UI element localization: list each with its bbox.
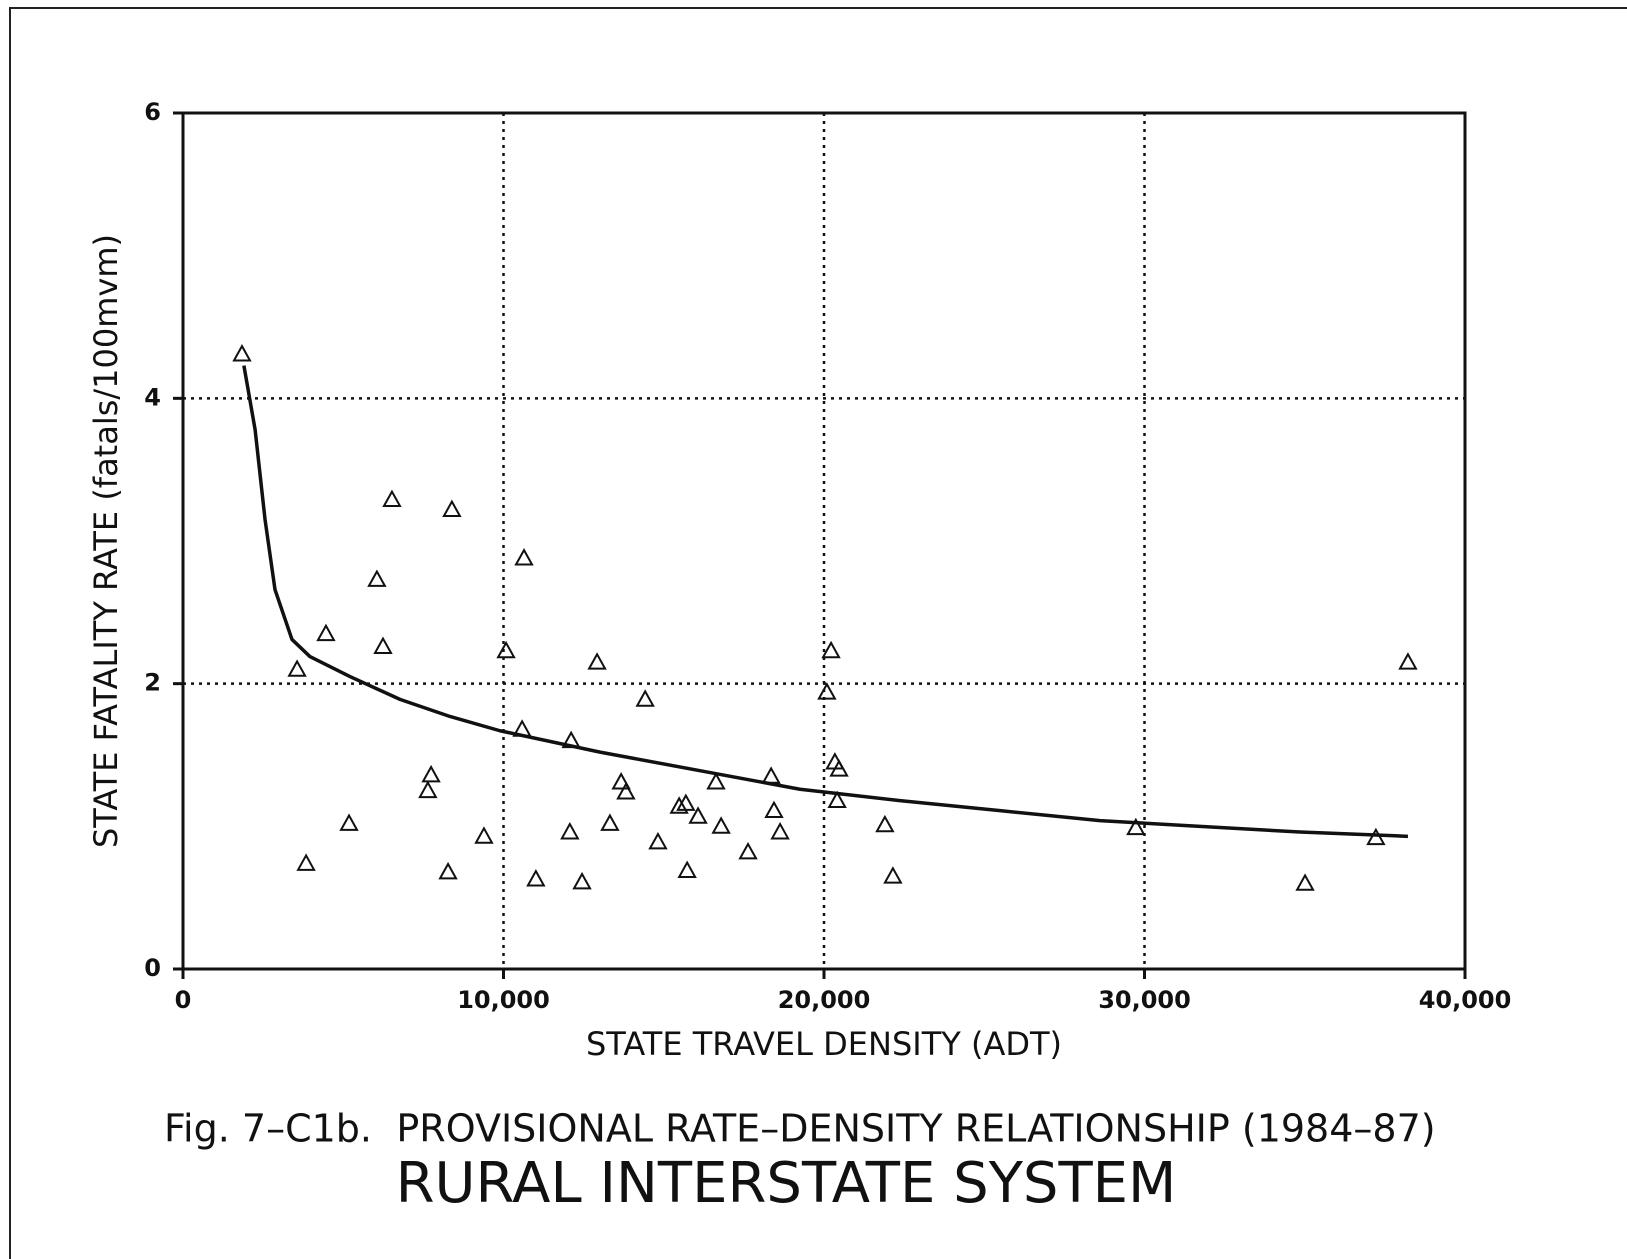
data-point	[761, 766, 781, 784]
data-point	[875, 814, 895, 833]
data-point	[817, 682, 837, 700]
x-axis-label: STATE TRAVEL DENSITY (ADT)	[586, 1025, 1062, 1063]
data-point	[883, 866, 903, 884]
y-tick-label: 6	[144, 98, 161, 126]
data-point	[232, 344, 252, 362]
data-point	[738, 841, 758, 860]
data-point	[474, 826, 494, 844]
data-point	[669, 796, 689, 814]
data-point	[418, 780, 438, 799]
data-point	[287, 659, 307, 677]
y-axis-label: STATE FATALITY RATE (fatals/100mvm)	[87, 234, 125, 848]
data-point	[514, 548, 534, 566]
data-point	[611, 772, 631, 790]
x-tick-label: 30,000	[1098, 986, 1191, 1014]
y-tick-label: 2	[144, 669, 161, 697]
data-point	[373, 636, 393, 654]
data-point	[706, 772, 726, 790]
data-point	[677, 860, 697, 878]
data-point	[688, 806, 708, 824]
data-point	[572, 871, 592, 890]
data-point	[764, 800, 784, 819]
y-tick-label: 4	[144, 383, 161, 411]
data-point	[587, 652, 607, 670]
data-point	[1126, 817, 1146, 836]
data-point	[296, 853, 316, 871]
data-point	[827, 790, 847, 809]
data-point	[316, 623, 336, 642]
y-tick-label: 0	[144, 954, 161, 982]
fit-curve	[242, 365, 1409, 839]
data-point	[1398, 652, 1418, 670]
data-point	[438, 861, 458, 880]
data-point	[825, 752, 845, 770]
data-point	[442, 499, 462, 518]
data-point	[648, 831, 668, 850]
data-point	[496, 640, 516, 659]
data-point	[382, 489, 402, 508]
data-point	[560, 821, 580, 840]
data-point	[770, 821, 790, 840]
data-point	[526, 869, 546, 887]
caption-label: Fig. 7–C1b.	[164, 1107, 372, 1151]
data-point	[711, 816, 731, 834]
page-border	[9, 7, 1627, 1259]
data-point	[367, 569, 387, 587]
data-point	[676, 793, 696, 811]
data-point	[421, 764, 441, 783]
x-tick-label: 0	[175, 986, 192, 1014]
data-point	[635, 689, 655, 707]
x-tick-label: 40,000	[1419, 986, 1512, 1014]
data-point	[616, 782, 636, 800]
data-point	[600, 813, 620, 831]
data-point	[821, 640, 841, 659]
x-tick-label: 20,000	[778, 986, 871, 1014]
caption: PROVISIONAL RATE–DENSITY RELATIONSHIP (1…	[396, 1107, 1435, 1151]
chart-title: RURAL INTERSTATE SYSTEM	[396, 1151, 1177, 1216]
data-point	[339, 813, 359, 831]
x-tick-label: 10,000	[457, 986, 550, 1014]
data-point	[829, 759, 849, 777]
data-point	[1295, 873, 1315, 891]
